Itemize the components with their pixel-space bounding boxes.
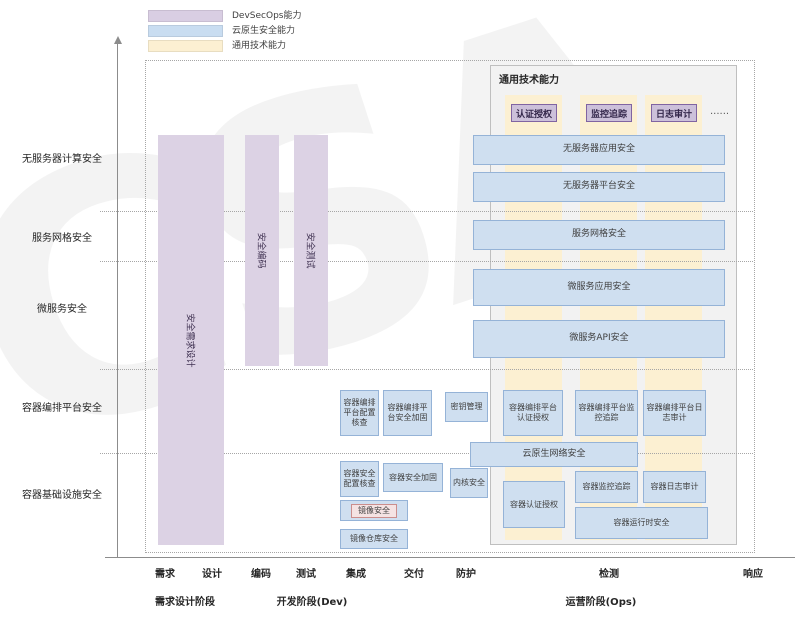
stage-design: 设计 <box>202 569 222 580</box>
stage-delivery: 交付 <box>404 569 424 580</box>
box-kernel-security: 内核安全 <box>450 468 488 498</box>
stage-integration: 集成 <box>346 569 366 580</box>
box-orch-audit: 容器编排平台日志审计 <box>643 390 706 436</box>
audit-column-strip <box>645 95 702 540</box>
stage-requirement: 需求 <box>155 569 175 580</box>
column-header-authn: 认证授权 <box>511 104 557 122</box>
phase-requirement-design: 需求设计阶段 <box>155 597 215 608</box>
stage-protection: 防护 <box>456 569 476 580</box>
x-axis-line <box>105 557 795 558</box>
row-label-orchestration: 容器编排平台安全 <box>22 403 102 414</box>
row-label-service-mesh: 服务网格安全 <box>32 233 92 244</box>
bar-security-requirement-design: 安全需求设计 <box>158 135 224 545</box>
column-header-audit: 日志审计 <box>651 104 697 122</box>
common-capability-panel-title: 通用技术能力 <box>499 75 559 86</box>
box-cloud-native-network-security: 云原生网络安全 <box>470 442 638 467</box>
box-container-runtime-security: 容器运行时安全 <box>575 507 708 539</box>
box-container-authn: 容器认证授权 <box>503 481 565 528</box>
bar-secure-coding-label: 安全编码 <box>255 232 266 269</box>
legend-swatch-cloud-native <box>148 25 223 37</box>
row-separator-3 <box>100 369 753 370</box>
bar-secure-coding: 安全编码 <box>245 135 279 366</box>
box-orch-authn: 容器编排平台认证授权 <box>503 390 563 436</box>
box-serverless-platform-security: 无服务器平台安全 <box>473 172 725 202</box>
y-axis-line <box>117 43 118 558</box>
box-orch-hardening: 容器编排平台安全加固 <box>383 390 432 436</box>
legend-swatch-common <box>148 40 223 52</box>
row-label-serverless: 无服务器计算安全 <box>22 154 102 165</box>
box-orch-config-check: 容器编排平台配置核查 <box>340 390 379 436</box>
box-container-config-check: 容器安全配置核查 <box>340 461 379 497</box>
box-key-management: 密钥管理 <box>445 392 488 422</box>
box-image-security: 镜像安全 <box>340 500 408 521</box>
box-container-hardening: 容器安全加固 <box>383 463 443 492</box>
image-security-highlight: 镜像安全 <box>351 503 397 518</box>
box-microservice-app-security: 微服务应用安全 <box>473 269 725 306</box>
phase-ops: 运营阶段(Ops) <box>565 597 637 608</box>
box-container-audit: 容器日志审计 <box>643 471 706 503</box>
stage-detection: 检测 <box>599 569 619 580</box>
box-microservice-api-security: 微服务API安全 <box>473 320 725 358</box>
column-header-monitoring: 监控追踪 <box>586 104 632 122</box>
row-label-microservice: 微服务安全 <box>37 304 87 315</box>
bar-secure-testing: 安全测试 <box>294 135 328 366</box>
bar-secure-testing-label: 安全测试 <box>304 232 315 269</box>
stage-response: 响应 <box>743 569 763 580</box>
row-separator-4 <box>100 453 753 454</box>
stage-coding: 编码 <box>251 569 271 580</box>
bar-security-requirement-design-label: 安全需求设计 <box>184 312 195 368</box>
box-image-registry-security: 镜像仓库安全 <box>340 529 408 549</box>
legend-swatch-devsecops <box>148 10 223 22</box>
stage-testing: 测试 <box>296 569 316 580</box>
row-separator-2 <box>100 261 753 262</box>
chart-frame <box>145 60 755 553</box>
legend-label-common: 通用技术能力 <box>232 41 287 51</box>
box-container-monitoring: 容器监控追踪 <box>575 471 638 503</box>
row-label-infrastructure: 容器基础设施安全 <box>22 490 102 501</box>
legend-label-cloud-native: 云原生安全能力 <box>232 26 296 36</box>
box-serverless-app-security: 无服务器应用安全 <box>473 135 725 165</box>
box-service-mesh-security: 服务网格安全 <box>473 220 725 250</box>
phase-dev: 开发阶段(Dev) <box>276 597 348 608</box>
box-orch-monitoring: 容器编排平台监控追踪 <box>575 390 638 436</box>
y-axis-arrow-icon <box>114 36 122 44</box>
row-separator-1 <box>100 211 753 212</box>
legend-label-devsecops: DevSecOps能力 <box>232 11 302 21</box>
column-ellipsis: ...... <box>710 106 730 117</box>
